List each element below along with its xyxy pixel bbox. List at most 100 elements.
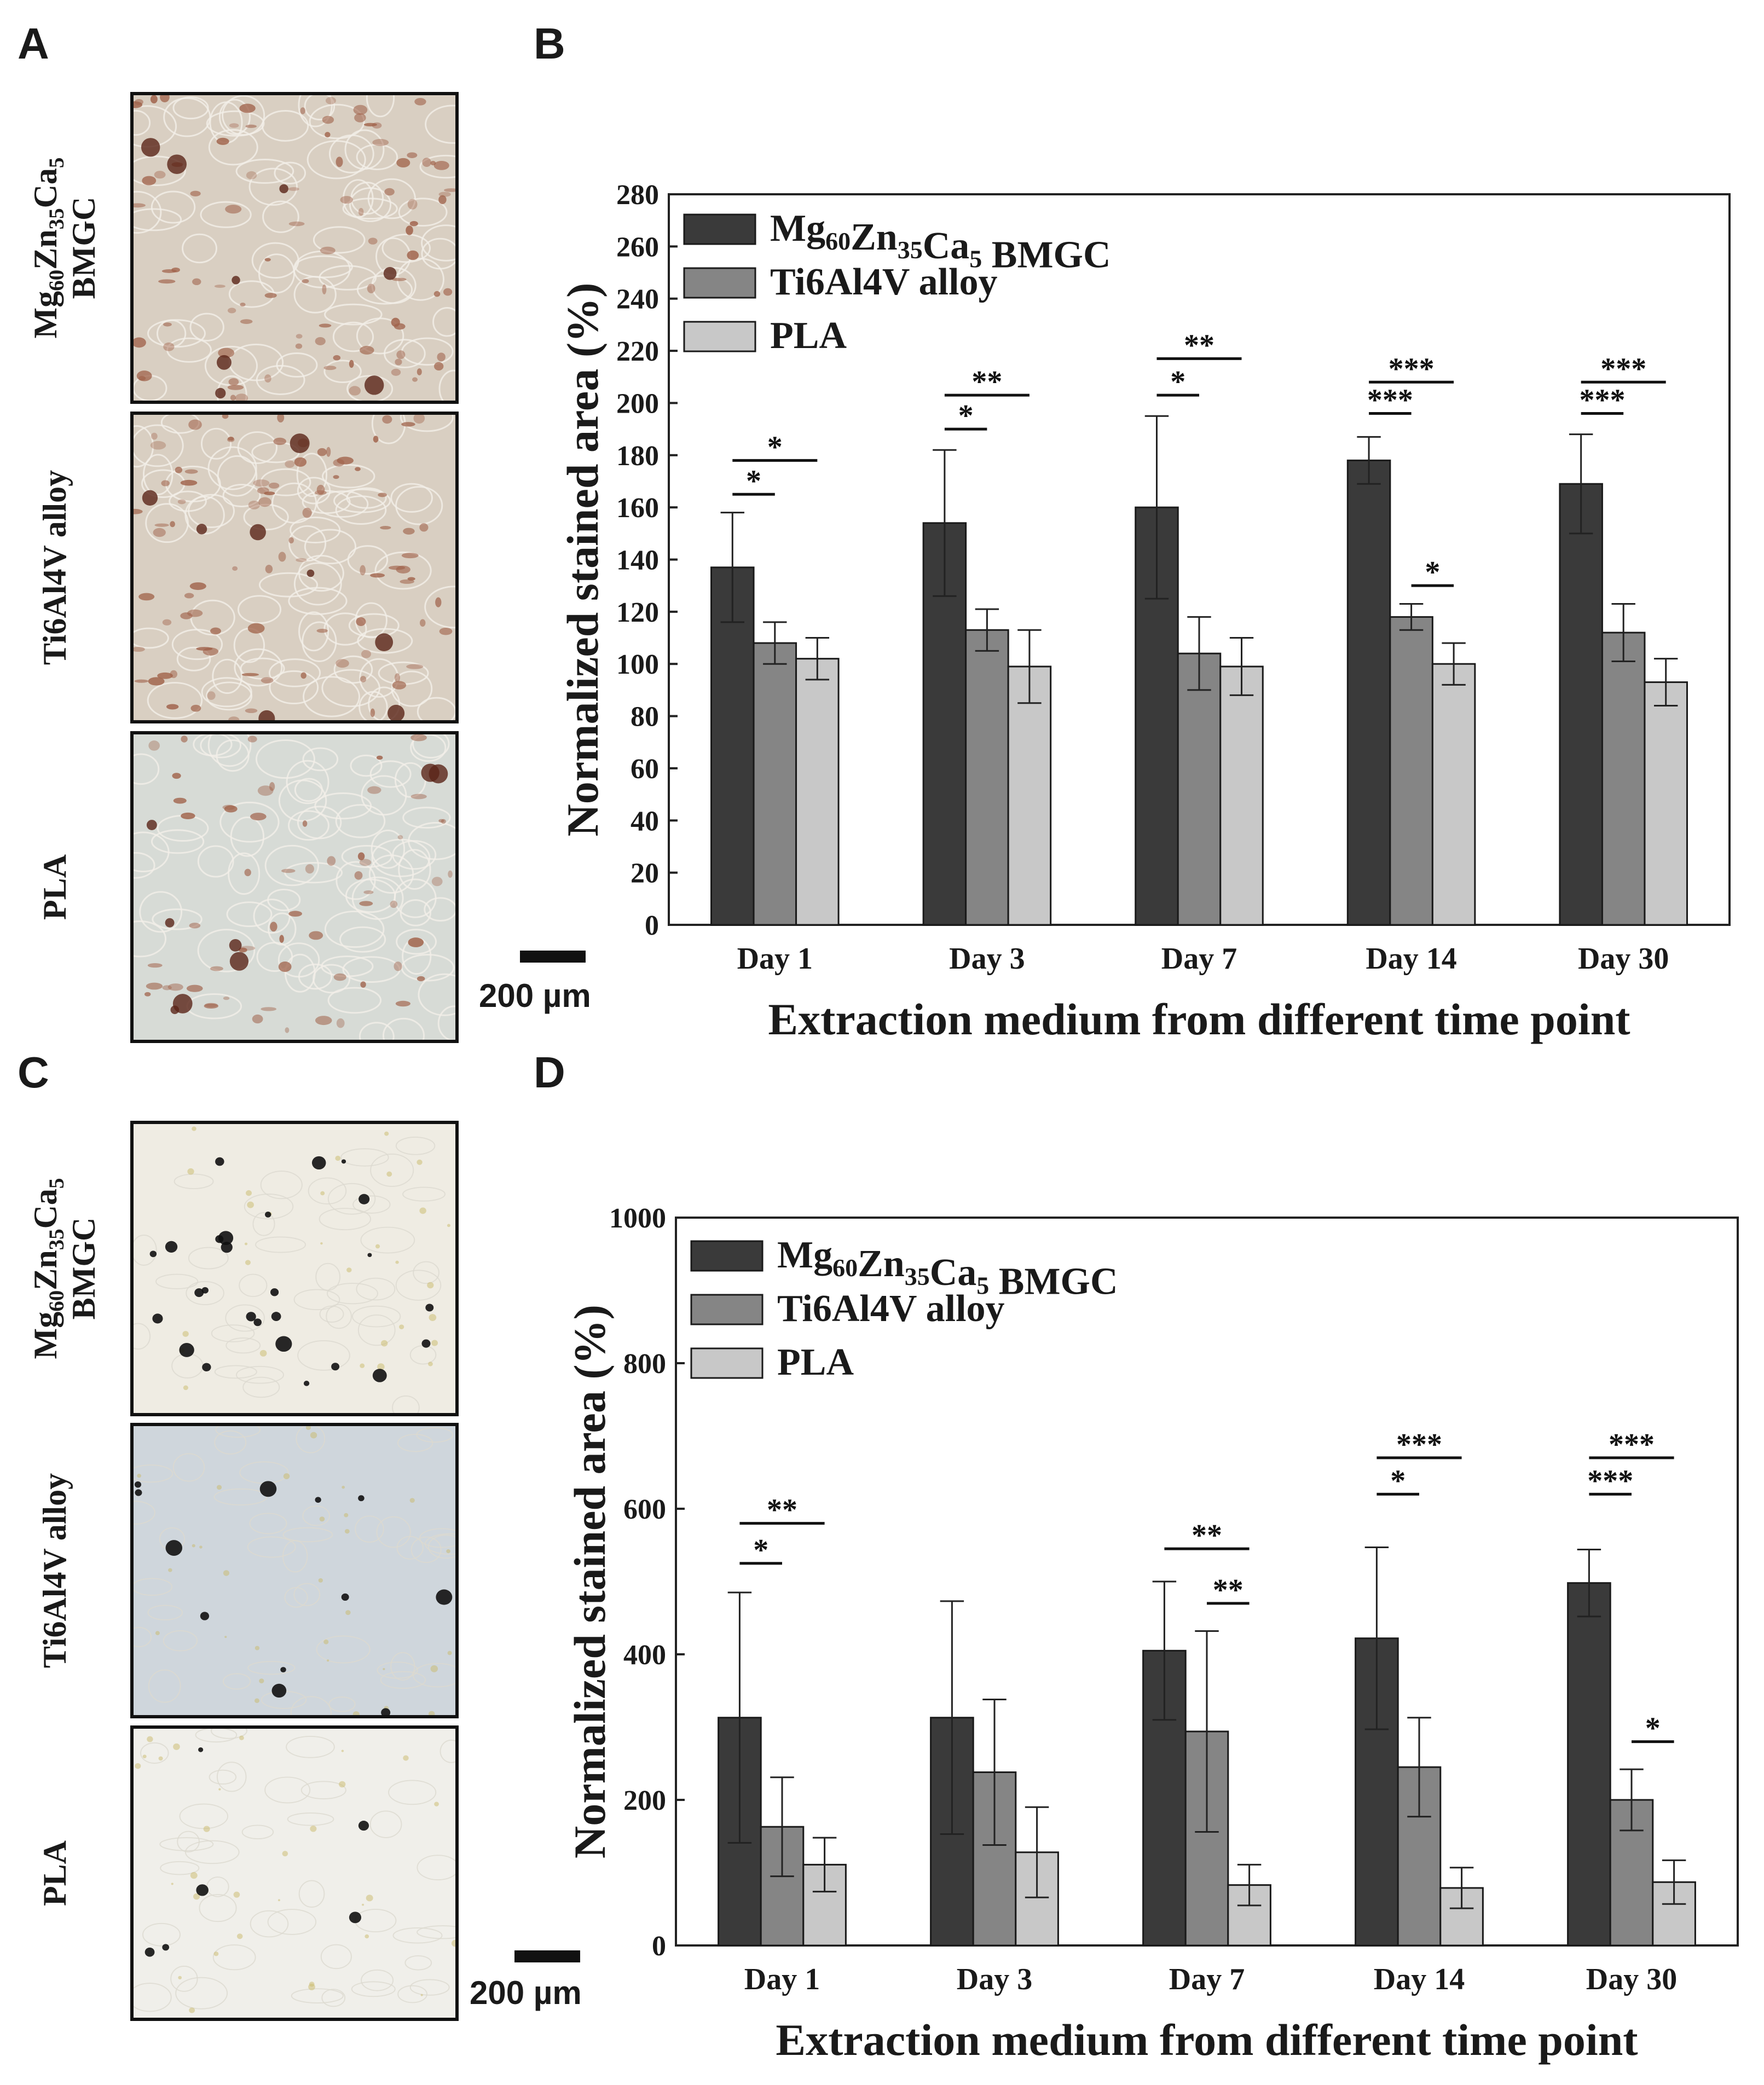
micrograph-a-ti6al4v-image-stained-cell: [207, 691, 216, 700]
micrograph-a-ti6al4v-image-cell-outline: [222, 484, 261, 507]
micrograph-c-bmgc-image-speck: [360, 1363, 365, 1368]
micrograph-c-pla-image-cell-outline: [286, 1735, 335, 1758]
micrograph-c-bmgc-image-mineral-nodule: [194, 1288, 204, 1298]
panel-label-b: B: [534, 19, 565, 68]
chart-d-legend-swatch-1: [690, 1294, 764, 1325]
micrograph-c-bmgc-image-cell-outline: [395, 1270, 442, 1301]
chart-b-y-tick-label: 40: [631, 806, 659, 837]
micrograph-a-bmgc-image-stained-cell: [322, 284, 327, 294]
micrograph-a-pla-image-stained-cell: [210, 966, 223, 971]
micrograph-a-bmgc-image-cell-outline: [432, 307, 455, 337]
micrograph-a-ti6al4v-image-stained-cell: [138, 593, 155, 601]
micrograph-a-ti6al4v-image-cell-outline: [297, 477, 331, 505]
micrograph-c-ti6al4v-image-speck: [323, 1639, 329, 1644]
micrograph-a-bmgc-image-stained-cell: [192, 278, 201, 286]
micrograph-a-bmgc-image-stained-cell: [434, 362, 444, 371]
micrograph-c-pla-image-cell-outline: [160, 1861, 200, 1875]
micrograph-a-ti6al4v-image-cell-outline: [243, 503, 289, 531]
micrograph-a-pla-image-cell-outline: [286, 760, 329, 804]
chart-b-y-tick-label: 260: [616, 231, 659, 263]
micrograph-c-pla-image-mineral-nodule: [196, 1884, 209, 1896]
micrograph-a-bmgc-image-cell-outline: [384, 339, 426, 368]
micrograph-a-pla-image-stained-cell: [394, 962, 402, 971]
micrograph-c-bmgc-image-mineral-nodule: [367, 1253, 372, 1258]
chart-b-y-tick-label: 100: [616, 649, 659, 680]
micrograph-c-ti6al4v-image-cell-outline: [290, 1696, 332, 1715]
micrograph-c-bmgc-image-cell-outline: [242, 1376, 280, 1398]
micrograph-a-ti6al4v-image-cell-outline: [293, 562, 342, 606]
micrograph-a-bmgc-image-stained-cell: [229, 123, 239, 128]
micrograph-a-ti6al4v-image-cell-outline: [134, 425, 154, 468]
micrograph-a-ti6al4v-image-stained-cell: [162, 619, 172, 626]
micrograph-c-bmgc-image-speck: [320, 1242, 323, 1245]
micrograph-a-pla-image-cell-outline: [371, 829, 406, 869]
micrograph-a-bmgc-image-dark-spot: [279, 184, 288, 194]
micrograph-a-pla-image: [134, 734, 455, 1040]
micrograph-a-bmgc-image-stained-cell: [240, 302, 246, 307]
micrograph-c-pla-image-speck: [420, 1994, 423, 1996]
micrograph-a-ti6al4v-image-dark-spot: [375, 633, 394, 651]
micrograph-a-pla-image-stained-cell: [302, 820, 308, 827]
micrograph-a-ti6al4v-image-stained-cell: [180, 479, 198, 486]
chart-d-sig-label-7: ***: [1609, 1428, 1655, 1462]
micrograph-a-bmgc-image-stained-cell: [288, 187, 299, 191]
micrograph-a-ti6al4v-image-stained-cell: [294, 457, 307, 467]
micrograph-a-bmgc-image-stained-cell: [340, 196, 353, 204]
micrograph-c-bmgc-image-speck: [417, 1159, 423, 1165]
chart-d-legend-label-2: PLA: [777, 1341, 854, 1383]
micrograph-c-pla-image-cell-outline: [417, 1855, 455, 1881]
micrograph-a-bmgc-image-stained-cell: [395, 358, 402, 366]
micrograph-a-ti6al4v-image-stained-cell: [394, 673, 400, 682]
chart-b-x-tick-label-4: Day 30: [1578, 942, 1669, 976]
micrograph-c-pla-image-speck: [310, 1826, 317, 1832]
chart-d-x-tick-label-2: Day 7: [1169, 1962, 1245, 1996]
micrograph-a-bmgc-image-stained-cell: [325, 97, 336, 105]
micrograph-c-ti6al4v-image-mineral-nodule: [134, 1481, 142, 1488]
micrograph-c-ti6al4v-image-cell-outline: [427, 1534, 455, 1559]
chart-b-x-tick-label-3: Day 14: [1366, 942, 1456, 976]
micrograph-c-ti6al4v-image-cell-outline: [410, 1536, 442, 1563]
micrograph-a-pla-image-cell-outline: [398, 849, 431, 890]
micrograph-c-ti6al4v-image-cell-outline: [316, 1635, 371, 1664]
micrograph-a-bmgc-image-stained-cell: [363, 123, 378, 127]
micrograph-c-bmgc-image-cell-outline: [225, 1337, 261, 1354]
micrograph-c-pla-image-cell-outline: [209, 1769, 237, 1785]
micrograph-c-pla-image-cell-outline: [241, 1825, 274, 1840]
micrograph-a-ti6al4v-image-cell-outline: [169, 490, 207, 512]
micrograph-a-bmgc-image-stained-cell: [235, 393, 248, 401]
micrograph-c-pla-image-speck: [178, 1976, 182, 1980]
micrograph-a-bmgc-image-cell-outline: [206, 110, 265, 137]
micrograph-c-ti6al4v-image-speck: [352, 1711, 360, 1715]
micrograph-a-pla-image-stained-cell: [327, 856, 336, 866]
chart-d-y-tick-label: 200: [623, 1785, 666, 1816]
micrograph-a-bmgc-image-stained-cell: [406, 225, 413, 235]
micrograph-a-bmgc-image-cell-outline: [366, 95, 395, 118]
micrograph-c-bmgc-image-background: [134, 1124, 455, 1413]
micrograph-a-pla-image-cell-outline: [298, 963, 333, 990]
micrograph-a-pla-image-cell-outline: [288, 810, 329, 841]
micrograph-a-ti6al4v-image-stained-cell: [370, 708, 375, 717]
micrograph-a-pla-image-stained-cell: [359, 901, 373, 906]
chart-b-bar-s1-c0: [753, 642, 797, 926]
micrograph-a-ti6al4v-image-stained-cell: [360, 676, 367, 682]
micrograph-c-pla-image-cell-outline: [175, 1977, 228, 2009]
micrograph-c-pla-image-speck: [213, 1951, 219, 1956]
micrograph-a-bmgc-image-stained-cell: [422, 158, 431, 167]
micrograph-c-pla-image-speck: [282, 1851, 288, 1857]
chart-d-legend-label-1: Ti6Al4V alloy: [777, 1288, 1005, 1330]
micrograph-a-pla-image-dark-spot: [229, 939, 242, 952]
micrograph-c-ti6al4v-image-cell-outline: [328, 1696, 356, 1712]
micrograph-a-bmgc-image-stained-cell: [438, 195, 447, 204]
chart-b-y-axis-title: Normalized stained area (%): [558, 283, 608, 837]
micrograph-a-bmgc-image-stained-cell: [407, 199, 418, 210]
micrograph-a-bmgc-image-stained-cell: [437, 352, 446, 362]
micrograph-c-ti6al4v-image-cell-outline: [163, 1630, 198, 1652]
micrograph-a-ti6al4v-image-cell-outline: [333, 655, 373, 684]
micrograph-c-bmgc-image-mineral-nodule: [331, 1363, 340, 1371]
micrograph-a-pla-image-stained-cell: [189, 923, 201, 929]
micrograph-a-bmgc-image-stained-cell: [288, 221, 305, 227]
chart-b-x-axis-title: Extraction medium from different time po…: [768, 994, 1630, 1044]
micrograph-a-pla-image-dark-spot: [146, 820, 157, 830]
micrograph-c-bmgc-image-cell-outline: [392, 1395, 420, 1413]
